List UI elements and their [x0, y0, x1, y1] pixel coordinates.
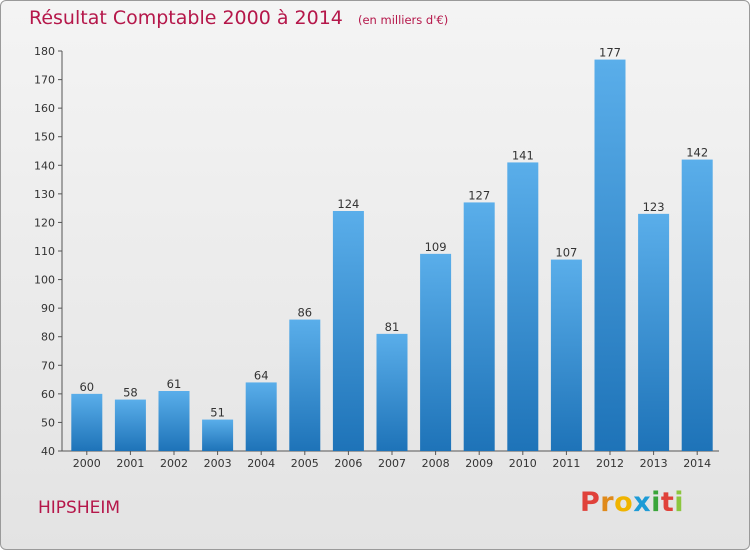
x-tick-label: 2004 — [247, 457, 275, 470]
x-tick-label: 2006 — [334, 457, 362, 470]
logo-letter: i — [651, 487, 661, 518]
chart-title: Résultat Comptable 2000 à 2014 (en milli… — [29, 7, 448, 29]
bar-value-label: 81 — [385, 320, 400, 334]
y-tick-label: 110 — [34, 245, 55, 258]
proxiti-logo: Proxiti — [580, 487, 684, 518]
bar-value-label: 109 — [425, 240, 447, 254]
bar — [550, 259, 582, 451]
y-tick-label: 70 — [41, 359, 55, 372]
logo-letter: P — [580, 487, 601, 518]
logo-letter: o — [614, 487, 634, 518]
bar — [638, 213, 670, 451]
x-tick-label: 2010 — [509, 457, 537, 470]
bar-value-label: 61 — [167, 377, 182, 391]
logo-letter: t — [660, 487, 675, 518]
logo-letter: r — [600, 487, 615, 518]
y-tick-label: 120 — [34, 216, 55, 229]
bar — [332, 211, 364, 451]
x-tick-label: 2014 — [683, 457, 711, 470]
bar-value-label: 124 — [337, 197, 359, 211]
bar — [681, 159, 713, 452]
x-tick-label: 2009 — [465, 457, 493, 470]
y-tick-label: 160 — [34, 102, 55, 115]
x-tick-label: 2011 — [552, 457, 580, 470]
bar-value-label: 123 — [643, 200, 665, 214]
y-tick-label: 90 — [41, 302, 55, 315]
y-tick-label: 40 — [41, 445, 55, 458]
x-tick-label: 2007 — [378, 457, 406, 470]
x-tick-label: 2012 — [596, 457, 624, 470]
x-tick-label: 2013 — [640, 457, 668, 470]
bar — [245, 382, 277, 451]
bar — [158, 391, 190, 451]
y-tick-label: 80 — [41, 331, 55, 344]
bar — [114, 399, 146, 451]
bar-value-label: 142 — [686, 146, 708, 160]
y-tick-label: 170 — [34, 74, 55, 87]
chart-title-unit: (en milliers d'€) — [357, 13, 449, 27]
x-tick-label: 2008 — [422, 457, 450, 470]
bar — [71, 393, 103, 451]
bar — [420, 253, 452, 451]
x-tick-label: 2000 — [73, 457, 101, 470]
bar-value-label: 86 — [297, 306, 312, 320]
y-tick-label: 150 — [34, 131, 55, 144]
bar-value-label: 107 — [555, 246, 577, 260]
y-tick-label: 140 — [34, 159, 55, 172]
x-tick-label: 2002 — [160, 457, 188, 470]
bar-value-label: 58 — [123, 386, 138, 400]
bar-value-label: 127 — [468, 188, 490, 202]
bar-value-label: 51 — [210, 406, 225, 420]
bar-value-label: 64 — [254, 368, 269, 382]
logo-letter: x — [633, 487, 652, 518]
logo-letter: i — [674, 487, 685, 518]
y-tick-label: 60 — [41, 388, 55, 401]
bar — [376, 333, 408, 451]
bar — [507, 162, 539, 451]
x-tick-label: 2001 — [116, 457, 144, 470]
bar — [594, 59, 626, 451]
x-tick-label: 2003 — [204, 457, 232, 470]
bar-value-label: 60 — [79, 380, 94, 394]
y-tick-label: 100 — [34, 274, 55, 287]
x-tick-label: 2005 — [291, 457, 319, 470]
bar — [289, 319, 321, 451]
chart-title-main: Résultat Comptable 2000 à 2014 — [29, 7, 343, 29]
bar — [463, 202, 495, 451]
bar — [202, 419, 234, 451]
city-name: HIPSHEIM — [38, 498, 121, 518]
bar-value-label: 141 — [512, 148, 534, 162]
y-tick-label: 130 — [34, 188, 55, 201]
bar-value-label: 177 — [599, 46, 621, 60]
y-tick-label: 50 — [41, 416, 55, 429]
y-tick-label: 180 — [34, 45, 55, 58]
